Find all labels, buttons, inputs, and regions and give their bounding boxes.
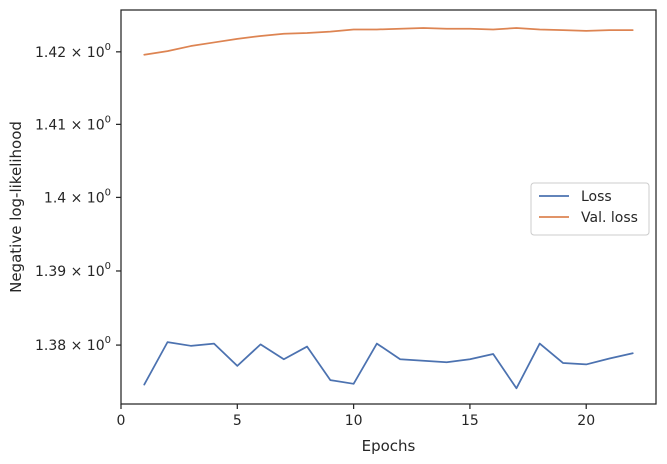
- series-line-val-loss: [143, 27, 634, 56]
- y-tick-label: 1.39 × 100: [35, 261, 111, 280]
- x-axis-ticks: 0 5 10 15 20: [117, 404, 595, 429]
- plot-lines: [143, 27, 634, 390]
- y-tick-label: 1.41 × 100: [35, 114, 111, 133]
- legend-loss-label: Loss: [581, 189, 612, 205]
- y-axis-label: Negative log-likelihood: [7, 121, 25, 293]
- x-axis-label: Epochs: [362, 437, 416, 455]
- x-tick-label: 10: [345, 413, 363, 429]
- legend: Loss Val. loss: [530, 182, 650, 236]
- y-axis-ticks: 1.38 × 100 1.39 × 100 1.4 × 100 1.41 × 100 1…: [35, 42, 121, 354]
- series-line-loss: [143, 341, 634, 390]
- x-tick-label: 5: [233, 413, 242, 429]
- y-tick-label: 1.38 × 100: [35, 335, 111, 354]
- x-tick-label: 20: [577, 413, 595, 429]
- legend-val-loss-label: Val. loss: [581, 210, 638, 226]
- y-tick-label: 1.42 × 100: [35, 42, 111, 61]
- x-tick-label: 15: [461, 413, 479, 429]
- plot-frame: [120, 9, 657, 405]
- x-tick-label: 0: [117, 413, 126, 429]
- y-tick-label: 1.4 × 100: [44, 187, 111, 206]
